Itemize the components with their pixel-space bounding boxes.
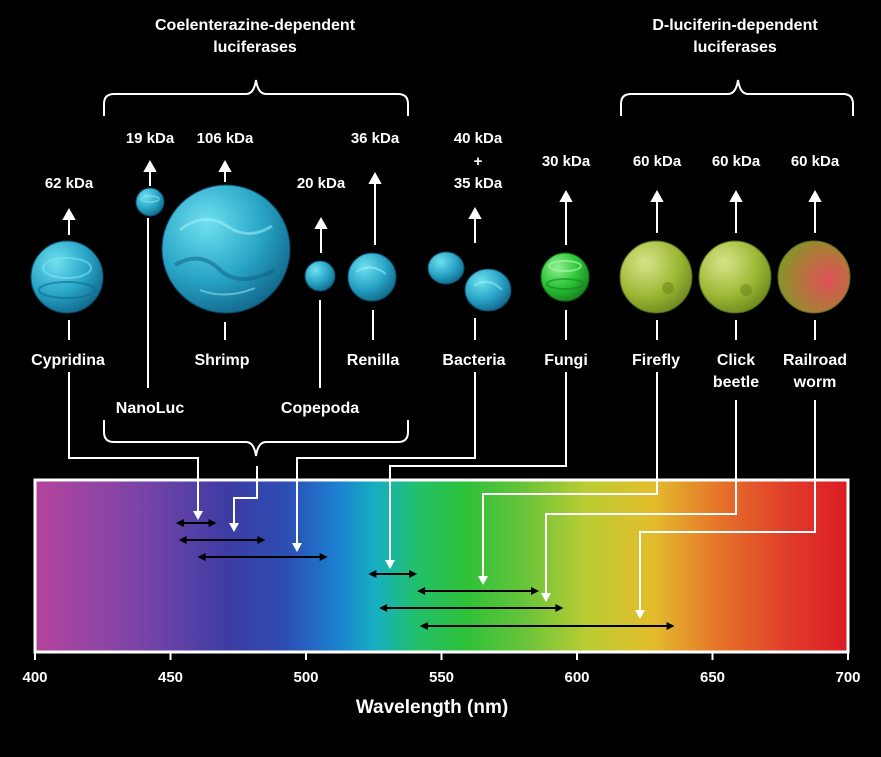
mass-shrimp: 106 kDa xyxy=(197,130,254,147)
tick-label-700: 700 xyxy=(835,669,860,686)
group-label-coelenterazine-line1: Coelenterazine-dependent xyxy=(155,17,356,34)
emission-range-nanoluc xyxy=(178,536,266,544)
tick-label-450: 450 xyxy=(158,669,183,686)
mass-railroad-worm: 60 kDa xyxy=(791,153,840,170)
connector-bacteria xyxy=(296,372,476,544)
emission-range-cypridina xyxy=(175,519,217,527)
mass-renilla: 36 kDa xyxy=(351,130,400,147)
railroad-worm-sphere xyxy=(777,240,851,314)
shrimp-sphere xyxy=(161,184,291,314)
emission-ranges xyxy=(175,519,675,630)
name-renilla: Renilla xyxy=(347,352,400,369)
tick-label-650: 650 xyxy=(700,669,725,686)
coelenterazine-bottom-brace xyxy=(103,420,409,457)
connector-cypridina xyxy=(68,372,199,512)
group-label-coelenterazine-line2: luciferases xyxy=(213,39,297,56)
mass-firefly: 60 kDa xyxy=(633,153,682,170)
mass-cypridina: 62 kDa xyxy=(45,175,94,192)
group-label-luciferin-line2: luciferases xyxy=(693,39,777,56)
axis-label: Wavelength (nm) xyxy=(356,697,508,718)
spectrum-bar xyxy=(33,478,850,654)
mass-copepoda: 20 kDa xyxy=(297,175,346,192)
tick-label-550: 550 xyxy=(429,669,454,686)
tick-label-600: 600 xyxy=(564,669,589,686)
name-firefly: Firefly xyxy=(632,352,680,369)
renilla-sphere xyxy=(347,252,397,302)
luciferin-top-brace xyxy=(620,79,854,116)
emission-range-railroad-worm xyxy=(419,622,675,630)
connector-arrowheads xyxy=(193,511,645,619)
name-copepoda: Copepoda xyxy=(281,400,359,417)
emission-range-firefly xyxy=(417,587,540,595)
mass-click-beetle: 60 kDa xyxy=(712,153,761,170)
firefly-sphere xyxy=(619,240,693,314)
name-click-beetle-line2: beetle xyxy=(713,374,759,391)
bacteria-sphere xyxy=(427,251,512,312)
nanoluc-sphere xyxy=(135,187,165,217)
click-beetle-sphere xyxy=(698,240,772,314)
mass-arrows xyxy=(62,159,822,253)
mass-bacteria-line1: 40 kDa xyxy=(454,130,503,147)
emission-range-click-beetle xyxy=(379,604,564,612)
name-railroad-worm-line1: Railroad xyxy=(783,352,847,369)
coelenterazine-top-brace xyxy=(103,79,409,116)
connector-fungi xyxy=(389,372,567,561)
connector-firefly xyxy=(482,372,658,577)
name-bacteria: Bacteria xyxy=(442,352,505,369)
name-nanoluc: NanoLuc xyxy=(116,400,185,417)
tick-label-400: 400 xyxy=(22,669,47,686)
name-stems xyxy=(68,218,816,388)
emission-range-fungi xyxy=(368,570,418,578)
group-label-luciferin-line1: D-luciferin-dependent xyxy=(652,17,818,34)
connector-lines xyxy=(68,372,816,611)
connector-coelenterazine-group xyxy=(233,466,258,524)
mass-bacteria-line2: + xyxy=(474,153,483,170)
name-click-beetle-line1: Click xyxy=(717,352,755,369)
copepoda-sphere xyxy=(304,260,336,292)
name-cypridina: Cypridina xyxy=(31,352,105,369)
axis-ticks: 400 450 500 550 600 650 700 xyxy=(22,652,861,686)
tick-label-500: 500 xyxy=(293,669,318,686)
fungi-sphere xyxy=(540,252,590,302)
mass-nanoluc: 19 kDa xyxy=(126,130,175,147)
name-railroad-worm-line2: worm xyxy=(793,374,837,391)
connector-railroad-worm xyxy=(639,400,816,611)
name-shrimp: Shrimp xyxy=(194,352,249,369)
emission-range-shrimp xyxy=(197,553,328,561)
connector-click-beetle xyxy=(545,400,737,594)
mass-bacteria-line3: 35 kDa xyxy=(454,175,503,192)
cypridina-sphere xyxy=(30,240,104,314)
mass-fungi: 30 kDa xyxy=(542,153,591,170)
name-fungi: Fungi xyxy=(544,352,588,369)
